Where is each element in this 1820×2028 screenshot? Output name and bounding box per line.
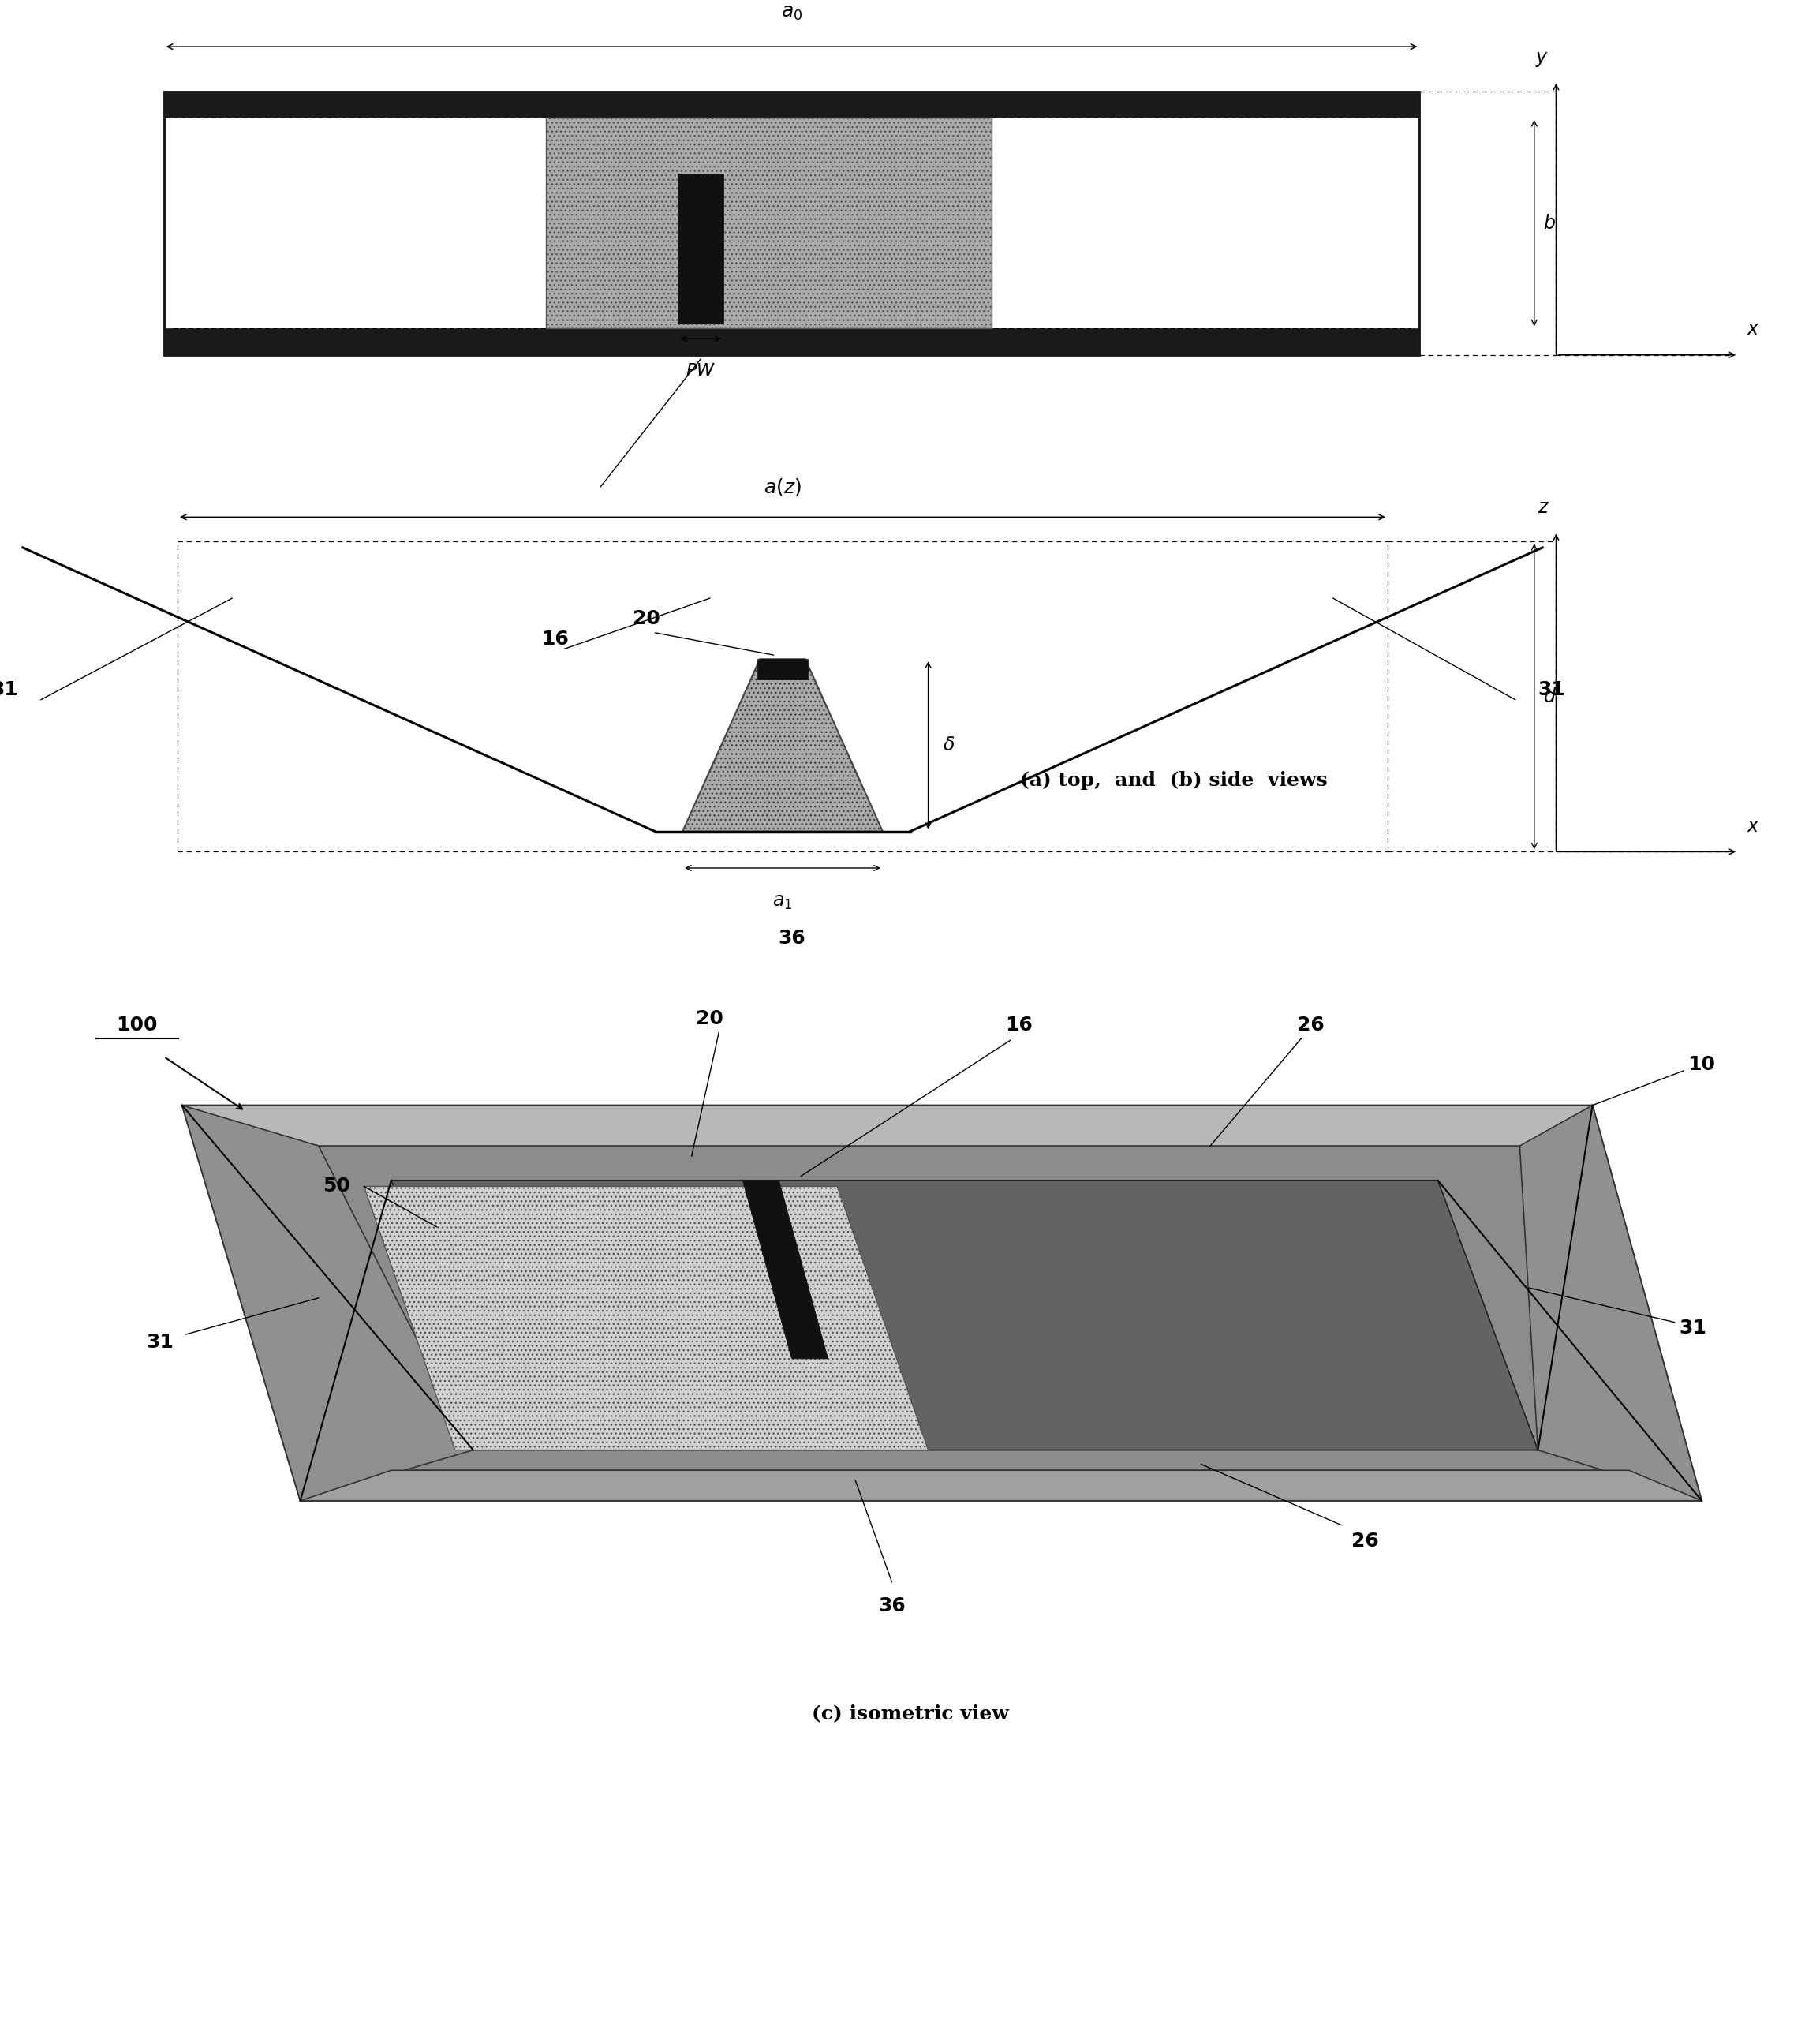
Text: x: x xyxy=(1747,320,1758,339)
Bar xyxy=(546,118,992,329)
Text: 26: 26 xyxy=(1296,1016,1325,1034)
Bar xyxy=(164,329,1420,355)
Polygon shape xyxy=(318,1146,1629,1470)
Text: $a_0$: $a_0$ xyxy=(781,4,803,22)
Text: $d$: $d$ xyxy=(1543,687,1556,706)
Text: 20: 20 xyxy=(695,1010,724,1028)
Text: 20: 20 xyxy=(632,608,661,629)
Bar xyxy=(164,91,1420,355)
Polygon shape xyxy=(364,1186,928,1450)
Polygon shape xyxy=(1520,1105,1702,1501)
Polygon shape xyxy=(682,659,883,831)
Text: $PW$: $PW$ xyxy=(686,363,715,379)
Polygon shape xyxy=(182,1105,1702,1501)
Bar xyxy=(677,174,724,324)
Text: 16: 16 xyxy=(541,629,570,649)
Text: x: x xyxy=(1747,817,1758,836)
Text: 100: 100 xyxy=(116,1016,157,1034)
Bar xyxy=(164,91,1420,118)
Text: $b$: $b$ xyxy=(1543,213,1556,233)
Text: 10: 10 xyxy=(1687,1055,1716,1075)
Polygon shape xyxy=(182,1105,473,1501)
Text: 31: 31 xyxy=(0,679,18,700)
Text: $a_1$: $a_1$ xyxy=(774,892,792,911)
Polygon shape xyxy=(743,1180,828,1359)
Text: $\delta$: $\delta$ xyxy=(943,736,956,754)
Text: (c) isometric view: (c) isometric view xyxy=(812,1704,1008,1724)
Polygon shape xyxy=(391,1180,1538,1450)
Text: 36: 36 xyxy=(877,1596,906,1616)
Text: y: y xyxy=(1536,49,1547,67)
Text: 31: 31 xyxy=(1538,679,1565,700)
Text: 36: 36 xyxy=(777,929,806,947)
Polygon shape xyxy=(300,1470,1702,1501)
Text: 26: 26 xyxy=(1350,1531,1380,1551)
Bar xyxy=(757,659,808,679)
Text: 31: 31 xyxy=(146,1332,175,1353)
Text: 50: 50 xyxy=(322,1176,351,1197)
Text: 16: 16 xyxy=(1005,1016,1034,1034)
Text: $a(z)$: $a(z)$ xyxy=(764,477,801,497)
Text: (a) top,  and  (b) side  views: (a) top, and (b) side views xyxy=(1021,771,1327,791)
Text: 31: 31 xyxy=(1678,1318,1707,1338)
Text: $L$: $L$ xyxy=(772,229,781,247)
Text: z: z xyxy=(1538,499,1547,517)
